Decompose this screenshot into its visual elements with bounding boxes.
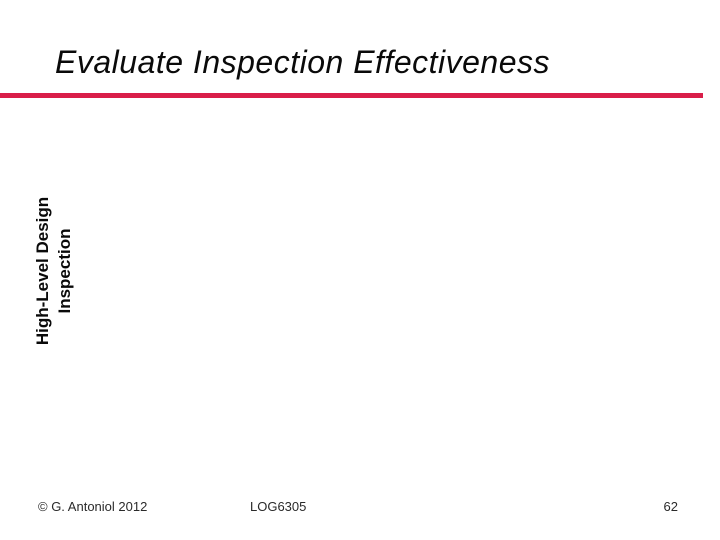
sidebar-vertical-label: High-Level Design Inspection [32,186,76,356]
title-underline-rule [0,93,703,98]
slide-title: Evaluate Inspection Effectiveness [55,44,550,80]
footer-course-code: LOG6305 [250,499,307,514]
sidebar-label-line1: High-Level Design [33,196,52,346]
sidebar-label-line2: Inspection [55,228,74,314]
footer-copyright: © G. Antoniol 2012 [38,499,148,514]
footer-page-number: 62 [663,499,678,514]
